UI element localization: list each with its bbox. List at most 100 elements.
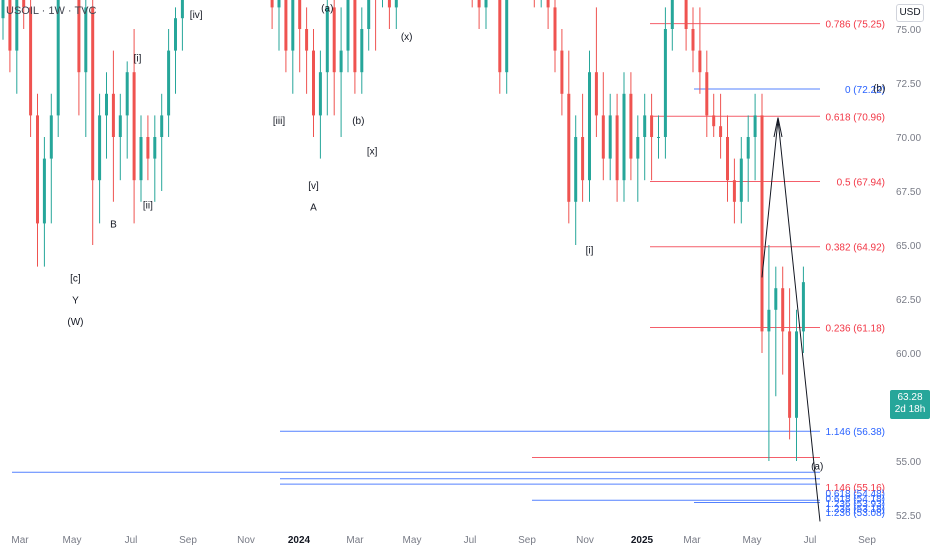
- x-tick-label: Sep: [858, 535, 876, 546]
- level-label: 0.618 (54.18): [826, 494, 886, 505]
- y-tick-label: 52.50: [896, 511, 921, 522]
- candle-body: [691, 29, 695, 51]
- level-label: 1.236 (53.18): [826, 504, 886, 515]
- x-tick-label: Nov: [576, 535, 594, 546]
- y-tick-label: 70.00: [896, 133, 921, 144]
- y-tick-label: 55.00: [896, 457, 921, 468]
- candle-body: [629, 93, 633, 159]
- candle-body: [153, 137, 157, 159]
- candle-body: [560, 50, 564, 94]
- candle-body: [49, 115, 53, 159]
- candle-body: [15, 0, 19, 51]
- candle-body: [111, 93, 115, 137]
- candle-body: [1, 0, 5, 19]
- wave-label: [iii]: [273, 116, 285, 127]
- candle-body: [367, 0, 371, 30]
- level-label: 0.786 (75.25): [826, 20, 886, 31]
- time-axis[interactable]: Mar May Jul Sep Nov 2024 Mar May Jul Sep Nov 2025 Ma…: [11, 535, 876, 546]
- candle-body: [312, 50, 315, 116]
- last-price-tag: 63.28 2d 18h: [890, 390, 930, 419]
- candle-body: [353, 0, 357, 73]
- candle-body: [684, 0, 688, 30]
- candle-body: [77, 0, 81, 73]
- candle-body: [712, 115, 716, 127]
- wave-labels: (X)C[v][ii][iii][b][i][iv][iv]A[i](a)[ii…: [67, 4, 885, 473]
- candle-body: [574, 137, 578, 202]
- candle-body: [270, 0, 274, 8]
- level-label: 1.146 (56.38): [826, 427, 886, 438]
- level-label: 0.5 (67.94): [837, 177, 885, 188]
- candle-body: [698, 50, 702, 73]
- wave-label: [i]: [134, 53, 142, 64]
- x-tick-label: Mar: [11, 535, 29, 546]
- candle-body: [325, 7, 329, 73]
- candle-body: [670, 0, 674, 29]
- wave-label: (x): [401, 32, 413, 43]
- candle-body: [567, 93, 571, 202]
- candle-body: [746, 137, 750, 159]
- candle-body: [553, 7, 557, 51]
- candle-body: [608, 115, 612, 159]
- candle-body: [477, 0, 481, 8]
- candle-body: [118, 115, 122, 137]
- wave-label: A: [310, 202, 317, 213]
- candle-body: [346, 0, 350, 51]
- candle-body: [42, 158, 46, 224]
- x-tick-label: Nov: [237, 535, 255, 546]
- y-tick-label: 65.00: [896, 241, 921, 252]
- candle-body: [739, 158, 743, 202]
- candle-body: [643, 115, 647, 137]
- y-tick-label: 67.50: [896, 187, 921, 198]
- candle-body: [774, 288, 778, 310]
- x-tick-label: Sep: [518, 535, 536, 546]
- level-label: 0.382 (64.92): [826, 243, 886, 254]
- wave-label: [x]: [367, 146, 378, 157]
- candle-body: [636, 137, 640, 159]
- y-tick-label: 62.50: [896, 295, 921, 306]
- candle-body: [788, 331, 792, 418]
- candle-body: [601, 115, 605, 159]
- level-label: 0 (72.22): [845, 85, 885, 96]
- wave-label: (a): [811, 462, 823, 473]
- wave-label: (a): [321, 4, 333, 15]
- x-tick-label: Sep: [179, 535, 197, 546]
- candle-body: [105, 93, 108, 116]
- wave-label: B: [110, 220, 117, 231]
- price-axis[interactable]: 52.5055.0057.5060.0062.5065.0067.5070.00…: [896, 0, 921, 522]
- wave-label: (W): [67, 317, 83, 328]
- wave-label: (b): [352, 116, 364, 127]
- level-label: 0.236 (61.18): [826, 324, 886, 335]
- candle-body: [36, 115, 39, 224]
- candle-body: [719, 126, 723, 137]
- candle-body: [622, 93, 626, 181]
- candle-body: [394, 0, 398, 8]
- candle-body: [22, 0, 26, 8]
- arrow-head: [773, 117, 783, 138]
- wave-label: [c]: [70, 274, 81, 285]
- candle-body: [801, 282, 805, 332]
- candle-body: [98, 115, 102, 181]
- wave-label: [v]: [308, 181, 319, 192]
- candle-body: [615, 115, 619, 181]
- level-label: 1.236 (53.93): [826, 499, 886, 510]
- candle-body: [360, 29, 364, 73]
- level-label: 0.618 (54.48): [826, 489, 886, 500]
- x-tick-label: 2025: [631, 535, 654, 546]
- candle-body: [795, 331, 798, 418]
- fib-levels[interactable]: 0 (94.99)0 (87.60)0 (80.73)0.786 (75.25)…: [12, 0, 885, 519]
- candle-body: [705, 72, 709, 116]
- candle-body: [753, 115, 757, 137]
- level-label: 0.618 (70.96): [826, 112, 886, 123]
- candle-body: [91, 7, 95, 181]
- currency-button[interactable]: USD: [896, 4, 924, 22]
- level-label: 1.146 (55.16): [826, 483, 886, 494]
- candle-body: [781, 288, 785, 332]
- wave-label: (b): [873, 84, 885, 95]
- wave-projection: [761, 117, 821, 522]
- candle-body: [657, 137, 660, 138]
- bar-countdown: 2d 18h: [894, 404, 926, 415]
- candle-body: [594, 72, 598, 116]
- candle-body: [132, 72, 136, 181]
- candle-body: [339, 50, 343, 73]
